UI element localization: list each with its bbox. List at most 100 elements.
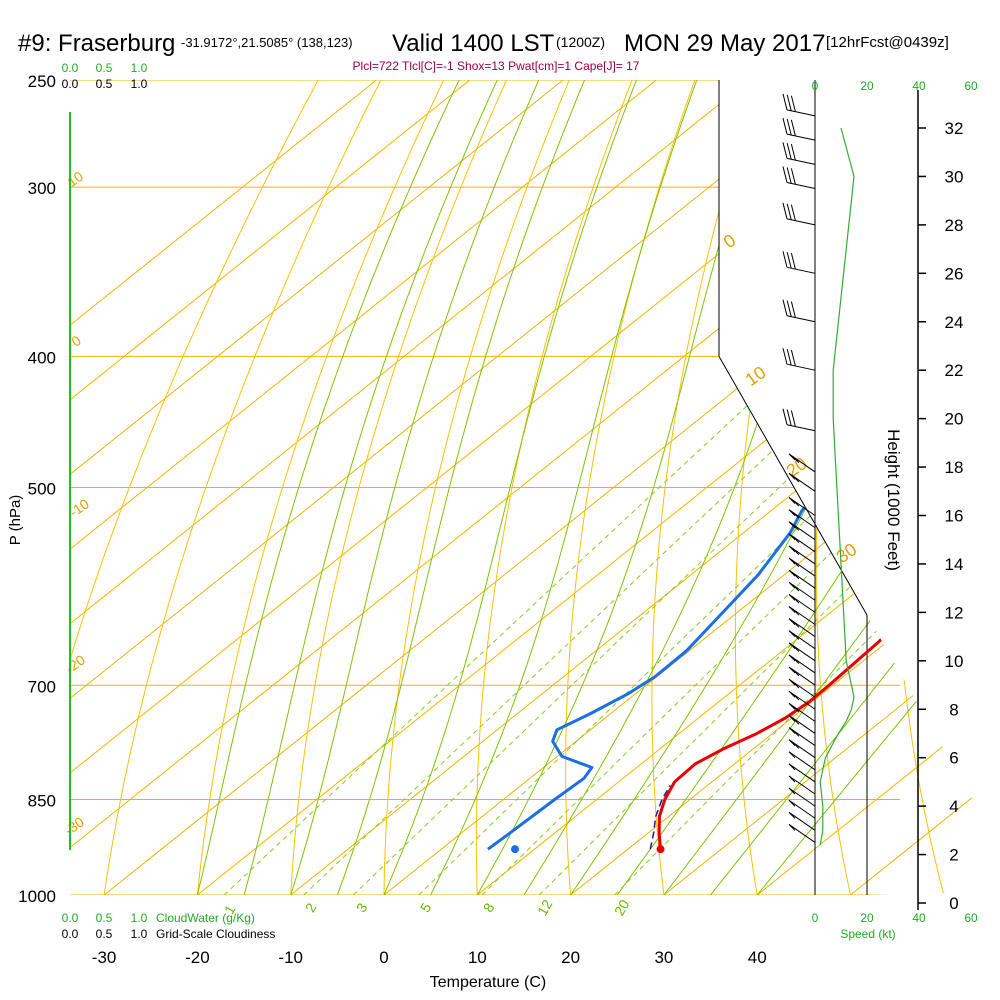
isotherm-line xyxy=(70,80,657,895)
wind-barb-flag xyxy=(788,678,796,686)
cloudwater-bottom-label: 0.5 xyxy=(96,911,113,925)
wind-barb xyxy=(782,299,816,323)
wind-barb-flag xyxy=(792,560,800,568)
surface-temperature-dot xyxy=(656,845,665,854)
temperature-tick-label: 20 xyxy=(561,948,580,967)
wind-barb-staff xyxy=(788,787,816,807)
pressure-tick-label: 400 xyxy=(28,348,56,367)
forecast-info: [12hrFcst@0439z] xyxy=(826,34,949,51)
isotherm-label: -20 xyxy=(62,651,88,676)
pressure-tick-label: 300 xyxy=(28,179,56,198)
wind-barb xyxy=(782,142,816,165)
temperature-tick-label: -20 xyxy=(185,948,210,967)
pressure-tick-label: 500 xyxy=(28,480,56,499)
wind-barb-flag xyxy=(788,763,796,771)
height-tick-label: 0 xyxy=(949,894,958,913)
wind-barb-flag xyxy=(790,168,796,185)
height-tick-label: 22 xyxy=(945,361,964,380)
pressure-tick-label: 700 xyxy=(28,677,56,696)
wind-barb-staff xyxy=(788,811,816,831)
x-axis-title: Temperature (C) xyxy=(430,974,546,991)
isotherm-line xyxy=(70,80,750,895)
wind-barb xyxy=(788,666,816,686)
wind-barb-flag xyxy=(792,572,800,580)
mixing-ratio-label: 5 xyxy=(417,900,435,915)
wind-barb xyxy=(788,678,816,698)
wind-barb xyxy=(782,117,816,141)
wind-barb-flag xyxy=(788,690,796,698)
plot-frame xyxy=(69,80,868,895)
height-tick-label: 12 xyxy=(945,603,964,622)
wind-barb xyxy=(788,533,816,553)
cloudwater-top-label: 1.0 xyxy=(131,61,148,75)
wind-panel xyxy=(782,93,855,846)
wind-barb-flag xyxy=(782,202,788,219)
height-tick-label: 32 xyxy=(945,119,964,138)
temperature-tick-label: 10 xyxy=(468,948,487,967)
wind-barb xyxy=(788,497,816,516)
valid-zulu: (1200Z) xyxy=(556,34,605,50)
cloudiness-top-label: 1.0 xyxy=(131,77,148,91)
speed-top-label: 0 xyxy=(812,79,819,93)
wind-barb xyxy=(788,509,816,529)
station-coords: -31.9172°,21.5085° (138,123) xyxy=(181,35,353,50)
wind-barb xyxy=(782,408,816,432)
wind-barb-staff xyxy=(786,157,816,165)
isotherm-label: 0 xyxy=(720,230,740,252)
cloudwater-bottom-label: 1.0 xyxy=(131,911,148,925)
wind-barb-flag xyxy=(792,548,800,555)
wind-barb-flag xyxy=(792,717,800,725)
stability-indices: Plcl=722 Tlcl[C]=-1 Shox=13 Pwat[cm]=1 C… xyxy=(353,59,640,73)
moist-adiabat xyxy=(243,80,498,895)
wind-barb xyxy=(788,775,816,795)
isotherm-line xyxy=(70,80,564,895)
height-tick-label: 8 xyxy=(949,700,958,719)
wind-barb-flag xyxy=(792,633,800,640)
dry-adiabat xyxy=(815,80,884,895)
isotherm-label: 10 xyxy=(64,168,86,190)
wind-barb xyxy=(788,763,816,783)
wind-barb xyxy=(788,630,816,650)
wind-barb-flag xyxy=(788,751,796,759)
wind-barb xyxy=(788,569,816,589)
wind-barb-flag xyxy=(792,657,800,664)
wind-barb-staff xyxy=(788,751,816,771)
height-tick-label: 24 xyxy=(945,313,964,332)
wind-barb-flag xyxy=(788,775,796,783)
isotherm-label: -30 xyxy=(61,813,87,838)
wind-barb-staff xyxy=(786,109,816,117)
isotherm-line xyxy=(663,80,1000,895)
temperature-tick-label: -10 xyxy=(278,948,303,967)
wind-barb-flag xyxy=(792,681,800,689)
wind-barb-flag xyxy=(788,739,796,747)
temperature-tick-label: -30 xyxy=(92,948,117,967)
valid-time: Valid 1400 LST xyxy=(392,30,555,57)
wind-barb-flag xyxy=(788,824,796,831)
speed-bottom-label: 40 xyxy=(912,911,926,925)
wind-barb-flag xyxy=(786,409,792,426)
wind-barb-flag xyxy=(790,349,796,367)
height-tick-label: 28 xyxy=(945,216,964,235)
wind-barb-flag xyxy=(782,299,788,316)
wind-barb-flag xyxy=(782,117,788,135)
temperature-tick-label: 40 xyxy=(748,948,767,967)
chart-background-lines xyxy=(70,80,1000,895)
dry-adiabat xyxy=(475,80,633,895)
height-tick-label: 18 xyxy=(945,458,964,477)
wind-barb-flag xyxy=(790,204,796,221)
height-tick-label: 16 xyxy=(945,507,964,526)
wind-barb-flag xyxy=(792,536,800,543)
wind-barb-flag xyxy=(792,742,800,749)
mixing-ratio-label: 3 xyxy=(353,900,371,915)
moist-adiabat xyxy=(196,80,460,895)
cloudwater-bottom-title: CloudWater (g/Kg) xyxy=(156,911,255,925)
wind-barb-flag xyxy=(792,475,800,483)
speed-top-label: 40 xyxy=(912,79,926,93)
moist-adiabat xyxy=(383,80,637,895)
valid-date: MON 29 May 2017 xyxy=(624,30,825,57)
wind-barb-flag xyxy=(788,606,796,613)
wind-barb-flag xyxy=(788,715,796,722)
wind-barb-staff xyxy=(788,775,816,795)
cloudiness-bottom-label: 1.0 xyxy=(131,927,148,941)
